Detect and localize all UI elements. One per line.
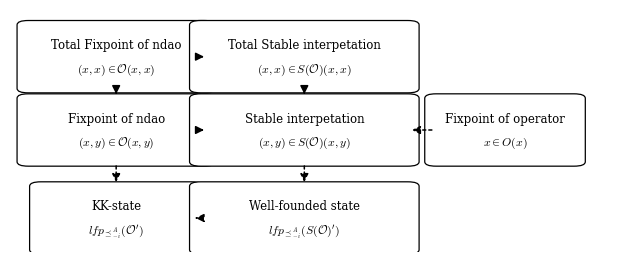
- Text: $(x,x) \in \mathcal{O}(x,x)$: $(x,x) \in \mathcal{O}(x,x)$: [77, 62, 156, 78]
- FancyBboxPatch shape: [17, 94, 215, 166]
- Text: Fixpoint of operator: Fixpoint of operator: [445, 113, 565, 126]
- FancyBboxPatch shape: [425, 94, 586, 166]
- Text: Fixpoint of ndao: Fixpoint of ndao: [68, 113, 164, 126]
- Text: Total Fixpoint of ndao: Total Fixpoint of ndao: [51, 39, 181, 52]
- Text: Stable interpetation: Stable interpetation: [244, 113, 364, 126]
- Text: $(x,y) \in \mathcal{O}(x,y)$: $(x,y) \in \mathcal{O}(x,y)$: [78, 136, 154, 151]
- Text: $(x,y) \in S(\mathcal{O})(x,y)$: $(x,y) \in S(\mathcal{O})(x,y)$: [258, 136, 351, 151]
- FancyBboxPatch shape: [29, 182, 203, 254]
- FancyBboxPatch shape: [189, 94, 419, 166]
- Text: $lfp_{\preceq^A_{-i}}(\mathcal{O}')$: $lfp_{\preceq^A_{-i}}(\mathcal{O}')$: [88, 222, 144, 240]
- FancyBboxPatch shape: [189, 21, 419, 93]
- Text: Total Stable interpetation: Total Stable interpetation: [228, 39, 381, 52]
- FancyBboxPatch shape: [189, 182, 419, 254]
- Text: KK-state: KK-state: [91, 200, 141, 213]
- FancyBboxPatch shape: [17, 21, 215, 93]
- Text: $lfp_{\preceq^A_{-i}}(S(\mathcal{O})')$: $lfp_{\preceq^A_{-i}}(S(\mathcal{O})')$: [268, 222, 340, 240]
- Text: $x \in O(x)$: $x \in O(x)$: [483, 136, 527, 151]
- Text: $(x,x) \in S(\mathcal{O})(x,x)$: $(x,x) \in S(\mathcal{O})(x,x)$: [257, 62, 351, 78]
- Text: Well-founded state: Well-founded state: [249, 200, 360, 213]
